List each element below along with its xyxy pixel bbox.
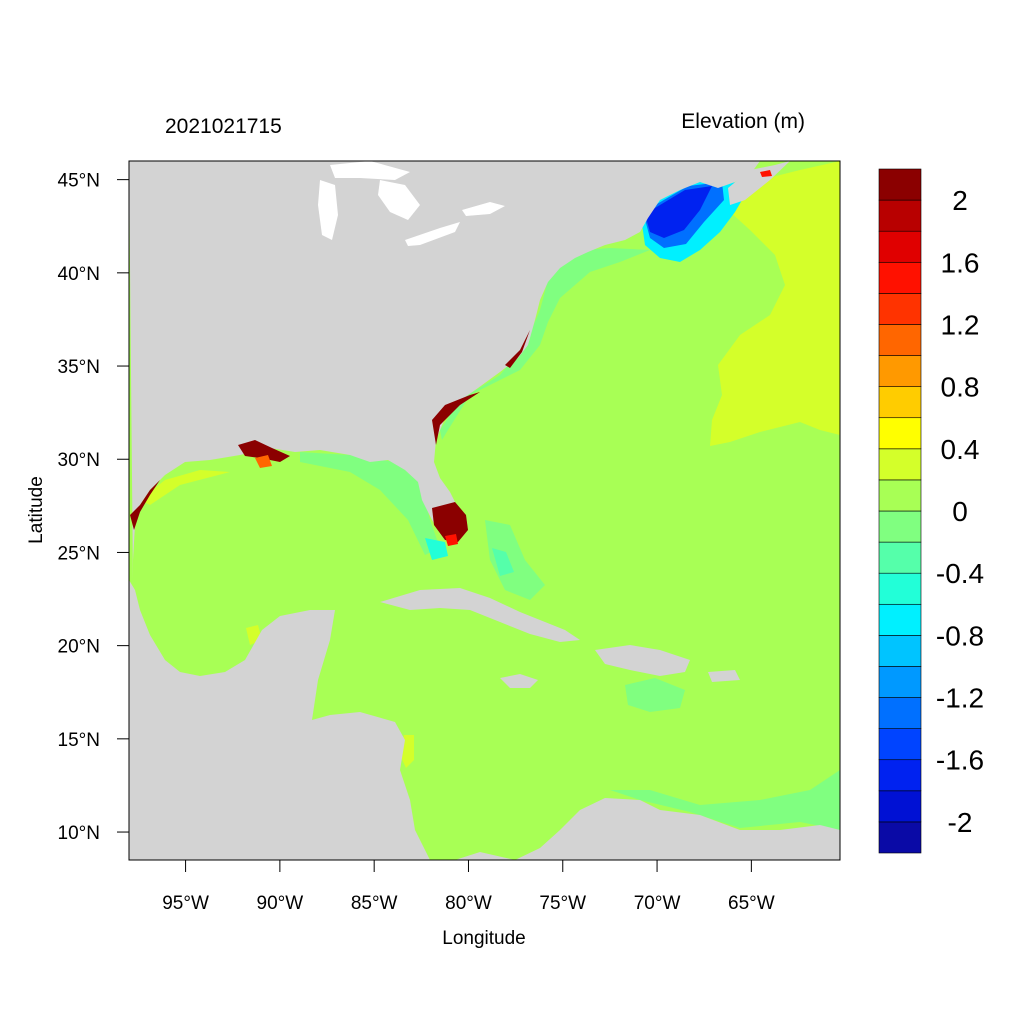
x-axis-ticks: 95°W 90°W 85°W 80°W 75°W 70°W 65°W (162, 860, 775, 914)
colorbar-swatch (878, 572, 922, 605)
nova-scotia-high (760, 170, 772, 177)
lake-erie (405, 222, 460, 246)
colorbar-swatch (878, 541, 922, 574)
south-caribbean-band (610, 770, 840, 830)
colorbar-tick-label: -1.2 (936, 683, 984, 714)
colorbar-swatch (878, 417, 922, 450)
georgia-high-region (432, 392, 480, 445)
colorbar-swatch (878, 230, 922, 263)
colorbar-swatch (878, 479, 922, 512)
colorbar-swatch (878, 603, 922, 636)
x-tick-label: 95°W (162, 893, 209, 914)
lake-ontario (462, 202, 505, 216)
colorbar-swatch (878, 293, 922, 325)
colorbar-swatch (878, 168, 922, 201)
colorbar-swatch (878, 261, 922, 294)
jamaica-land (500, 674, 538, 688)
colorbar-swatch (878, 448, 922, 481)
colorbar-tick-label: 1.2 (941, 309, 980, 340)
colorbar-tick-label: -1.6 (936, 745, 984, 776)
y-tick-label: 20°N (58, 637, 100, 658)
map-panel (129, 161, 840, 860)
colorbar-swatch (878, 821, 922, 854)
louisiana-high-region (238, 440, 290, 462)
south-america-land (455, 798, 840, 860)
cuba-land (380, 588, 580, 642)
colorbar-tick-label: 0 (952, 496, 968, 527)
colorbar-tick-label: 1.6 (941, 247, 980, 278)
carolina-high-region (505, 330, 530, 368)
plot-frame (128, 160, 841, 861)
florida-keys-low (425, 538, 448, 560)
lake-superior (330, 161, 410, 180)
texas-high-region (130, 480, 160, 530)
colorbar-swatch (878, 666, 922, 698)
gulf-of-maine-low-core (645, 186, 712, 238)
colorbar-swatch (878, 355, 922, 387)
texas-coast-high (140, 470, 230, 505)
y-tick-label: 10°N (58, 823, 100, 844)
hispaniola-land (595, 645, 690, 676)
x-tick-label: 70°W (634, 893, 681, 914)
bahamas-band (485, 520, 545, 600)
elevation-title: Elevation (m) (681, 110, 805, 133)
lake-huron (378, 180, 420, 220)
offshore-high-region (710, 161, 840, 446)
puerto-rico-land (708, 670, 740, 682)
colorbar-swatch (878, 510, 922, 543)
x-tick-label: 75°W (539, 893, 586, 914)
colorbar-swatch (878, 199, 922, 232)
y-tick-label: 45°N (58, 171, 100, 192)
x-tick-label: 90°W (257, 893, 304, 914)
colorbar-swatch (878, 324, 922, 356)
y-axis-label: Latitude (26, 476, 47, 544)
y-tick-label: 30°N (58, 450, 100, 471)
florida-tip-high (445, 534, 458, 546)
colorbar-swatch (878, 728, 922, 761)
colorbar-swatch (878, 759, 922, 792)
colorbar-tick-label: -2 (948, 807, 973, 838)
colorbar: -2 -1.6 -1.2 -0.8 -0.4 0 0.4 0.8 1.2 1.6 2 (878, 168, 984, 854)
colorbar-swatch (878, 790, 922, 823)
colorbar-swatch (878, 635, 922, 667)
colorbar-swatch (878, 386, 922, 419)
louisiana-orange-high (255, 455, 272, 468)
florida-high-region (432, 502, 468, 542)
mexico-central-america-land (129, 580, 430, 860)
y-tick-label: 15°N (58, 730, 100, 751)
storm-surge-speckles (130, 330, 530, 542)
colorbar-tick-label: -0.8 (936, 620, 984, 651)
colorbar-tick-label: 2 (952, 185, 968, 216)
bahamas-low (492, 548, 514, 576)
colorbar-tick-label: -0.4 (936, 558, 984, 589)
nova-scotia-land (728, 161, 790, 205)
north-america-land (129, 161, 760, 580)
great-lakes (318, 161, 505, 246)
y-axis-ticks: 10°N 15°N 20°N 25°N 30°N 35°N 40°N 45°N (58, 171, 129, 844)
colorbar-swatch (878, 697, 922, 729)
lake-michigan (318, 180, 338, 240)
colorbar-tick-label: 0.4 (941, 434, 980, 465)
timestamp-title: 2021021715 (165, 115, 282, 138)
x-tick-label: 80°W (445, 893, 492, 914)
land (129, 161, 840, 860)
x-tick-label: 65°W (728, 893, 775, 914)
y-tick-label: 40°N (58, 264, 100, 285)
caribbean-low-patch (625, 678, 685, 712)
y-tick-label: 25°N (58, 543, 100, 564)
y-tick-label: 35°N (58, 357, 100, 378)
x-axis-label: Longitude (442, 928, 525, 949)
gulf-coastal-band (300, 452, 440, 555)
colorbar-tick-label: 0.8 (941, 372, 980, 403)
x-tick-label: 85°W (351, 893, 398, 914)
